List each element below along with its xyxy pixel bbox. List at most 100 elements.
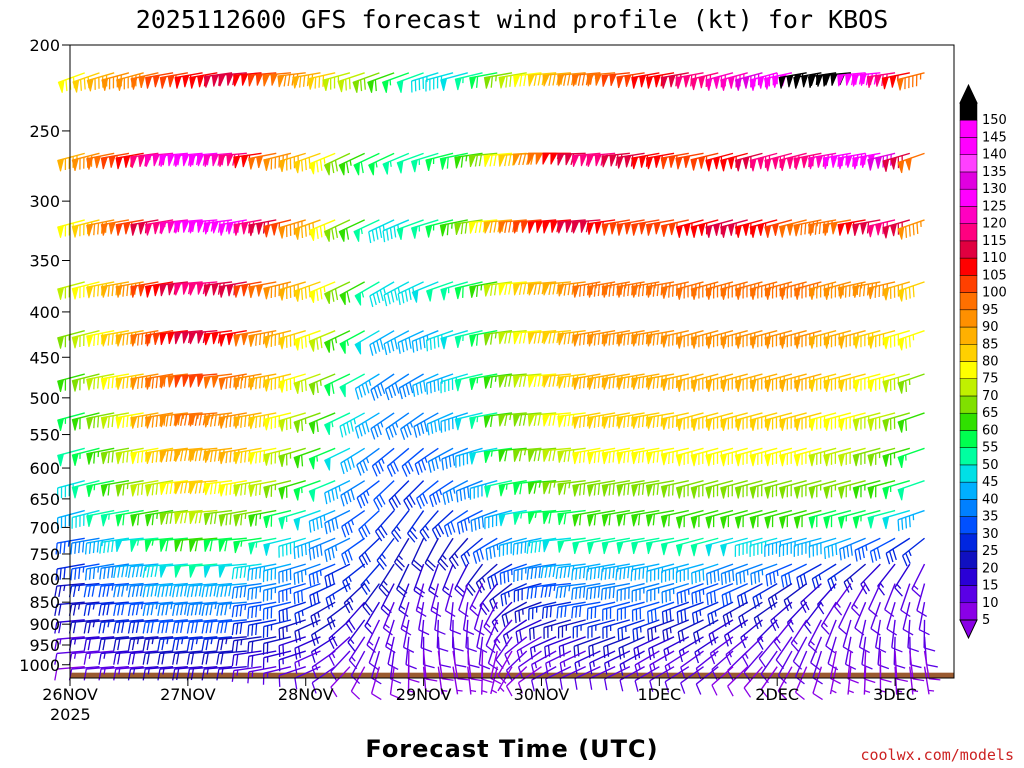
wind-barb — [116, 72, 144, 91]
wind-barb — [378, 563, 395, 597]
wind-barb — [308, 480, 336, 502]
wind-barb — [358, 510, 380, 540]
wind-barb — [454, 373, 483, 392]
wind-barb — [449, 602, 462, 635]
wind-barb — [324, 537, 351, 562]
colorbar-swatch — [959, 481, 978, 500]
colorbar-swatch — [959, 154, 978, 173]
wind-barb — [601, 412, 630, 429]
colorbar-swatch — [959, 275, 978, 293]
y-axis: 200 250 300 350 400 450 500 550 600 650 700 750 800 8… — [19, 36, 70, 675]
wind-barb — [410, 152, 439, 173]
wind-barb — [586, 412, 616, 429]
wind-barb — [437, 537, 454, 571]
wind-barb — [201, 582, 233, 598]
wind-barb — [248, 152, 277, 170]
wind-barb — [437, 666, 448, 695]
wind-barb — [720, 563, 748, 586]
wind-barb — [793, 447, 822, 467]
wind-barb — [468, 219, 498, 234]
wind-barb — [57, 447, 85, 467]
wind-barb — [427, 447, 454, 473]
wind-barb — [373, 480, 395, 511]
wind-barb — [911, 563, 926, 598]
wind-barb — [631, 601, 660, 622]
wind-barb — [485, 619, 498, 654]
wind-barb — [397, 330, 424, 354]
wind-barb — [426, 412, 454, 436]
wind-barb — [308, 373, 336, 396]
wind-barb — [57, 219, 85, 238]
wind-barb — [354, 412, 380, 439]
wind-barb — [142, 601, 174, 616]
wind-barb — [358, 537, 380, 568]
wind-barb — [867, 479, 896, 499]
wind-barb — [308, 563, 336, 587]
wind-barb — [778, 219, 807, 238]
wind-barb — [473, 601, 485, 636]
wind-barb — [247, 650, 277, 668]
wind-barb — [339, 281, 365, 306]
wind-barb — [490, 650, 502, 685]
wind-barb — [661, 563, 689, 583]
wind-barb — [750, 563, 778, 586]
wind-barb — [293, 219, 321, 240]
wind-barb — [455, 447, 483, 468]
wind-barb — [660, 373, 689, 391]
wind-barb — [557, 479, 586, 496]
wind-barb — [311, 650, 336, 679]
wind-barb — [186, 650, 218, 665]
wind-barb — [462, 602, 475, 636]
wind-barb — [454, 412, 483, 431]
wind-barb — [527, 479, 557, 495]
wind-barb — [794, 666, 808, 701]
wind-barb — [371, 447, 395, 477]
wind-barb — [902, 602, 914, 636]
colorbar-label: 135 — [982, 165, 1007, 180]
wind-barb — [247, 601, 277, 619]
wind-barb — [188, 509, 218, 525]
wind-barb — [572, 537, 601, 555]
wind-barb — [452, 650, 469, 681]
wind-barb — [308, 330, 336, 352]
wind-barb — [793, 373, 822, 393]
wind-barb — [749, 330, 778, 349]
wind-barb — [487, 563, 513, 590]
wind-barb — [897, 152, 925, 174]
x-tick-label: 3DEC — [873, 685, 917, 704]
wind-barb — [764, 509, 793, 529]
wind-barb — [353, 219, 380, 242]
wind-barb — [823, 537, 852, 560]
wind-barb — [440, 330, 468, 350]
wind-barb — [829, 666, 837, 695]
wind-barb — [293, 563, 321, 585]
wind-barb — [113, 601, 144, 616]
wind-barb — [735, 563, 763, 586]
wind-barb — [720, 152, 748, 172]
wind-barb — [867, 412, 896, 431]
wind-barb — [882, 447, 910, 467]
wind-barb — [675, 537, 704, 557]
wind-barb — [490, 666, 498, 695]
wind-barb — [391, 510, 410, 543]
wind-barb — [557, 509, 586, 526]
wind-barb — [159, 72, 188, 89]
wind-barb — [425, 152, 454, 172]
wind-barb — [867, 447, 896, 467]
wind-barb — [847, 666, 854, 695]
colorbar-label: 125 — [982, 199, 1007, 214]
wind-barb — [430, 583, 442, 617]
wind-barb — [203, 330, 233, 346]
wind-barb — [429, 480, 454, 508]
y-tick-label: 550 — [29, 426, 60, 445]
wind-barb — [350, 650, 366, 685]
x-tick-label: 2DEC — [755, 685, 799, 704]
y-tick-label: 950 — [29, 636, 60, 655]
wind-barb — [454, 281, 483, 300]
wind-barb — [867, 152, 896, 171]
wind-barb — [660, 509, 689, 528]
wind-barb — [705, 373, 734, 393]
wind-barb — [483, 373, 513, 389]
colorbar-label: 20 — [982, 561, 999, 576]
wind-barb — [233, 72, 262, 87]
